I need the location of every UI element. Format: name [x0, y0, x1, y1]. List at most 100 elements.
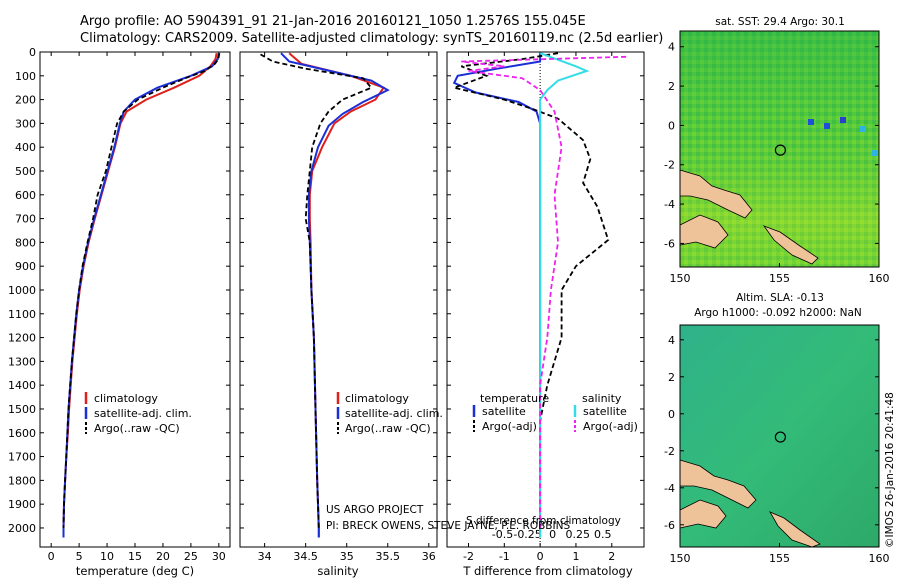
lon-tick-label: 155	[769, 552, 790, 565]
depth-tick-label: 700	[15, 213, 36, 226]
credit-project: US ARGO PROJECT	[326, 504, 424, 516]
depth-ticks: 0 100 200 300 400 500 600 700 800 900 1000 1100 1200…	[8, 46, 644, 535]
timestamp: ©IMOS 26-Jan-2016 20:41:48	[884, 392, 896, 548]
difference-lines	[451, 52, 627, 547]
sst-lat-ticks: -6 -4 -2 0 2 4	[664, 41, 879, 250]
lat-tick-label: -2	[664, 159, 675, 172]
sst-map-title: sat. SST: 29.4 Argo: 30.1	[715, 16, 845, 28]
credit-pi: PI: BRECK OWENS, STEVE JAYNE, P.E. ROBBI…	[326, 520, 570, 532]
sla-lon-ticks: 150 155 160	[670, 543, 890, 565]
legend-temperature-heading: temperature	[480, 392, 549, 405]
depth-tick-label: 300	[15, 117, 36, 130]
t-difference-ticks: -2 -1 0 1 2	[463, 52, 615, 563]
lat-tick-label: -6	[664, 237, 675, 250]
lon-tick-label: 160	[869, 552, 890, 565]
temperature-panel: 0100200300400500600700800900100011001200…	[8, 46, 644, 578]
lat-tick-label: 2	[668, 371, 675, 384]
depth-tick-label: 1000	[8, 284, 36, 297]
sla-map-subtitle: Argo h1000: -0.092 h2000: NaN	[694, 307, 862, 319]
difference-panel: -2 -1 0 1 2 -0.5 -0.25 0 0.25 0.5 T difference f…	[446, 51, 645, 578]
s-tick-label: 0.5	[594, 528, 612, 541]
series-line-climatology	[288, 52, 386, 538]
x-tick-label: 1	[572, 550, 579, 563]
lat-tick-label: 0	[668, 119, 675, 132]
legend-s-satellite: satellite	[583, 405, 627, 418]
header-line2: Climatology: CARS2009. Satellite-adjuste…	[80, 31, 663, 46]
salinity-lines	[260, 52, 390, 538]
temperature-ticks: 0 5 10 15 20 25 30	[48, 52, 226, 563]
t-difference-xlabel: T difference from climatology	[462, 564, 633, 578]
sst-warm-streak	[808, 117, 878, 156]
lat-tick-label: 2	[668, 80, 675, 93]
x-tick-label: 35	[340, 550, 354, 563]
x-tick-label: 34	[258, 550, 272, 563]
series-line-climatology	[62, 53, 218, 538]
salinity-panel: 34 34.5 35 35.5 36 salinity climatology sate…	[239, 51, 443, 578]
legend-salinity-heading: salinity	[582, 392, 622, 405]
depth-tick-label: 500	[15, 165, 36, 178]
depth-tick-label: 800	[15, 236, 36, 249]
s-difference-xlabel: S difference from climatology	[466, 515, 621, 527]
temperature-legend: climatology satellite-adj. clim. Argo(..…	[84, 392, 192, 435]
series-line-satellite	[62, 53, 220, 538]
legend-t-satellite: satellite	[482, 405, 526, 418]
depth-tick-label: 200	[15, 94, 36, 107]
x-tick-label: 25	[184, 550, 198, 563]
temperature-axes-box	[39, 51, 231, 548]
salinity-axes-box	[239, 51, 438, 548]
depth-tick-label: 1200	[8, 332, 36, 345]
legend-satellite-adj: satellite-adj. clim.	[94, 407, 192, 420]
lon-tick-label: 160	[869, 272, 890, 285]
legend-argo-raw: Argo(..raw -QC)	[345, 422, 431, 435]
x-tick-label: 2	[608, 550, 615, 563]
x-tick-label: 10	[100, 550, 114, 563]
lat-tick-label: -6	[664, 519, 675, 532]
depth-tick-label: 1500	[8, 403, 36, 416]
depth-tick-label: 600	[15, 189, 36, 202]
s-tick-label: 0	[549, 528, 556, 541]
legend-climatology: climatology	[94, 392, 158, 405]
sst-land	[679, 169, 819, 265]
difference-axes-box	[446, 51, 645, 548]
depth-tick-label: 400	[15, 141, 36, 154]
x-tick-label: 5	[76, 550, 83, 563]
x-tick-label: 35.5	[376, 550, 401, 563]
lon-tick-label: 150	[670, 272, 691, 285]
depth-tick-label: 1300	[8, 355, 36, 368]
salinity-xlabel: salinity	[317, 564, 358, 578]
series-line-argo	[62, 53, 221, 529]
depth-tick-label: 1700	[8, 451, 36, 464]
series-line-satellite-S	[539, 52, 590, 538]
depth-tick-label: 1900	[8, 498, 36, 511]
lon-tick-label: 150	[670, 552, 691, 565]
depth-tick-label: 0	[29, 46, 36, 59]
depth-tick-label: 1100	[8, 308, 36, 321]
depth-tick-label: 1800	[8, 474, 36, 487]
lat-tick-label: -4	[664, 482, 675, 495]
x-tick-label: -2	[463, 550, 474, 563]
lat-tick-label: 4	[668, 41, 675, 54]
series-line-argo-T	[451, 52, 610, 528]
legend-s-argo: Argo(-adj)	[583, 420, 638, 433]
s-tick-label: -0.25	[513, 528, 541, 541]
s-difference-ticks: -0.5 -0.25 0 0.25 0.5	[492, 528, 612, 541]
salinity-legend: climatology satellite-adj. clim. Argo(..…	[336, 392, 443, 435]
x-tick-label: -1	[499, 550, 510, 563]
x-tick-label: 0	[537, 550, 544, 563]
lat-tick-label: 4	[668, 334, 675, 347]
series-line-argo-S	[461, 55, 627, 528]
depth-tick-label: 1400	[8, 379, 36, 392]
legend-t-argo: Argo(-adj)	[482, 420, 537, 433]
x-tick-label: 30	[212, 550, 226, 563]
sst-lon-ticks: 150 155 160	[670, 263, 890, 285]
depth-tick-label: 1600	[8, 427, 36, 440]
series-line-satellite-T	[452, 53, 542, 538]
lat-tick-label: -2	[664, 445, 675, 458]
s-tick-label: 0.25	[565, 528, 590, 541]
series-line-argo	[260, 53, 373, 529]
depth-tick-label: 100	[15, 70, 36, 83]
legend-argo-raw: Argo(..raw -QC)	[94, 422, 180, 435]
sla-float-marker	[774, 431, 786, 443]
temperature-lines	[62, 53, 221, 538]
